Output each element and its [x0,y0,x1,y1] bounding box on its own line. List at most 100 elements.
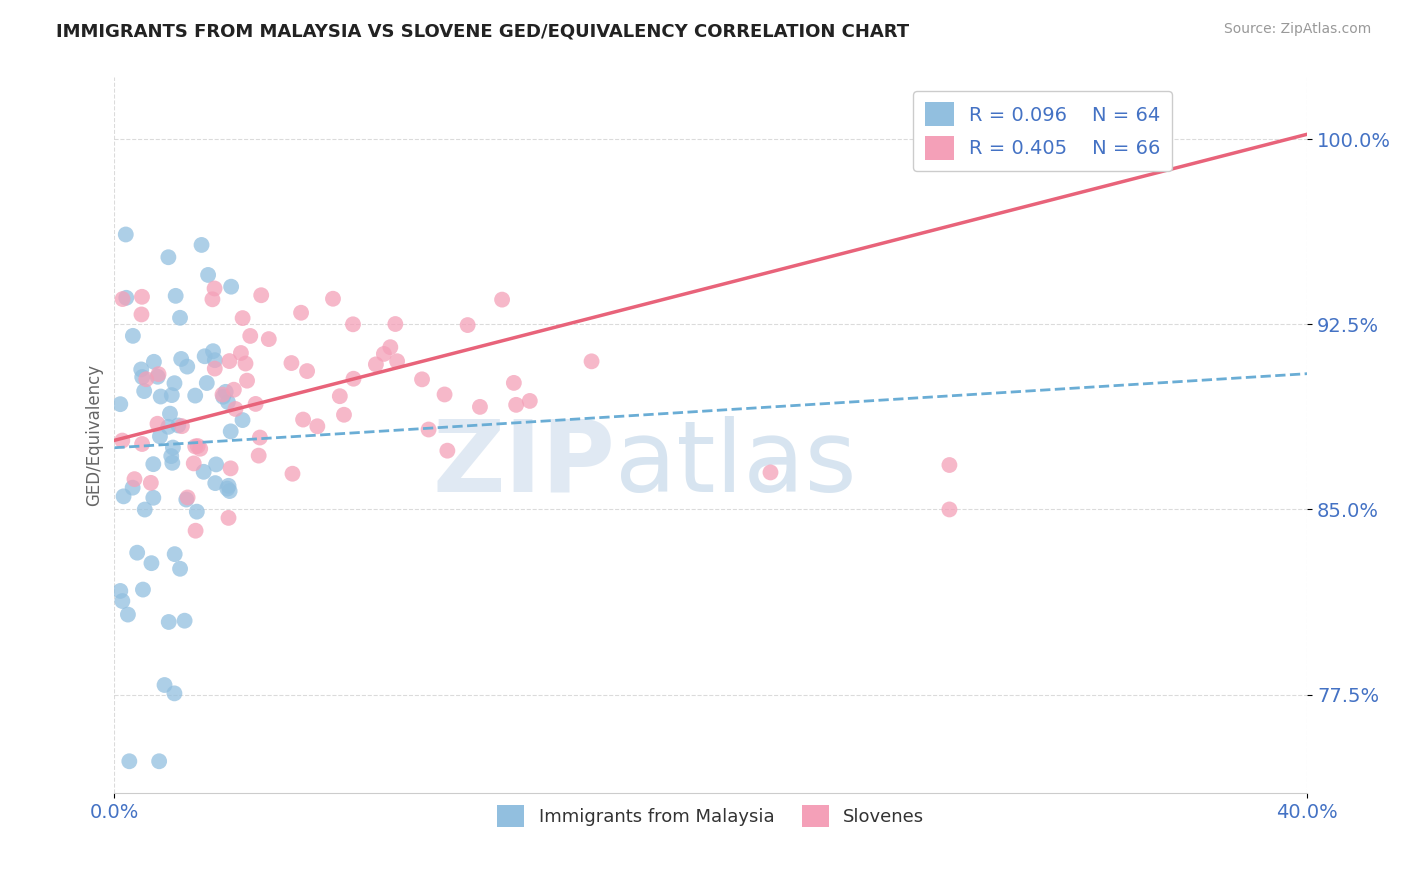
Point [129,362,152,376]
Point [295,364,318,378]
Point [373,347,395,361]
Legend: Immigrants from Malaysia, Slovenes: Immigrants from Malaysia, Slovenes [491,798,932,834]
Point [239,329,262,343]
Point [193,465,215,479]
Point [187,439,209,453]
Point [169,562,191,576]
Point [153,678,176,692]
Point [197,268,219,282]
Point [418,423,440,437]
Point [211,387,233,401]
Text: Source: ZipAtlas.com: Source: ZipAtlas.com [1223,22,1371,37]
Point [229,346,252,360]
Point [165,289,187,303]
Point [176,359,198,374]
Point [236,374,259,388]
Point [212,390,235,404]
Point [162,441,184,455]
Point [247,449,270,463]
Point [160,388,183,402]
Point [218,479,240,493]
Point [250,288,273,302]
Point [184,439,207,453]
Point [436,443,458,458]
Point [163,547,186,561]
Point [114,227,136,242]
Point [121,481,143,495]
Point [142,355,165,369]
Point [224,401,246,416]
Point [157,250,180,264]
Point [219,461,242,475]
Point [176,492,198,507]
Point [170,351,193,366]
Point [202,344,225,359]
Point [157,615,180,629]
Point [184,524,207,538]
Point [333,408,356,422]
Point [218,511,240,525]
Point [141,556,163,570]
Point [111,434,134,448]
Point [110,397,132,411]
Point [217,482,239,496]
Point [380,340,402,354]
Point [307,419,329,434]
Point [117,607,139,622]
Point [411,372,433,386]
Point [222,383,245,397]
Point [146,369,169,384]
Point [134,384,156,398]
Point [188,442,211,456]
Point [127,546,149,560]
Point [938,502,960,516]
Point [183,457,205,471]
Point [249,431,271,445]
Point [176,491,198,505]
Point [194,349,217,363]
Point [160,449,183,463]
Point [322,292,344,306]
Point [219,279,242,293]
Point [173,614,195,628]
Point [218,354,240,368]
Point [148,754,170,768]
Point [124,472,146,486]
Point [132,582,155,597]
Point [204,281,226,295]
Point [231,413,253,427]
Point [364,357,387,371]
Text: ZIP: ZIP [433,416,616,513]
Point [163,376,186,391]
Point [142,457,165,471]
Point [280,356,302,370]
Point [149,390,172,404]
Point [218,484,240,499]
Point [149,429,172,443]
Point [135,372,157,386]
Point [111,292,134,306]
Point [232,311,254,326]
Point [581,354,603,368]
Point [131,370,153,384]
Point [502,376,524,390]
Point [115,291,138,305]
Point [184,389,207,403]
Point [146,417,169,431]
Point [190,238,212,252]
Point [219,425,242,439]
Point [205,458,228,472]
Point [329,389,352,403]
Point [433,387,456,401]
Point [186,505,208,519]
Point [201,293,224,307]
Point [118,754,141,768]
Point [342,318,364,332]
Point [159,407,181,421]
Point [134,502,156,516]
Point [290,306,312,320]
Point [519,393,541,408]
Point [169,310,191,325]
Point [131,437,153,451]
Point [457,318,479,332]
